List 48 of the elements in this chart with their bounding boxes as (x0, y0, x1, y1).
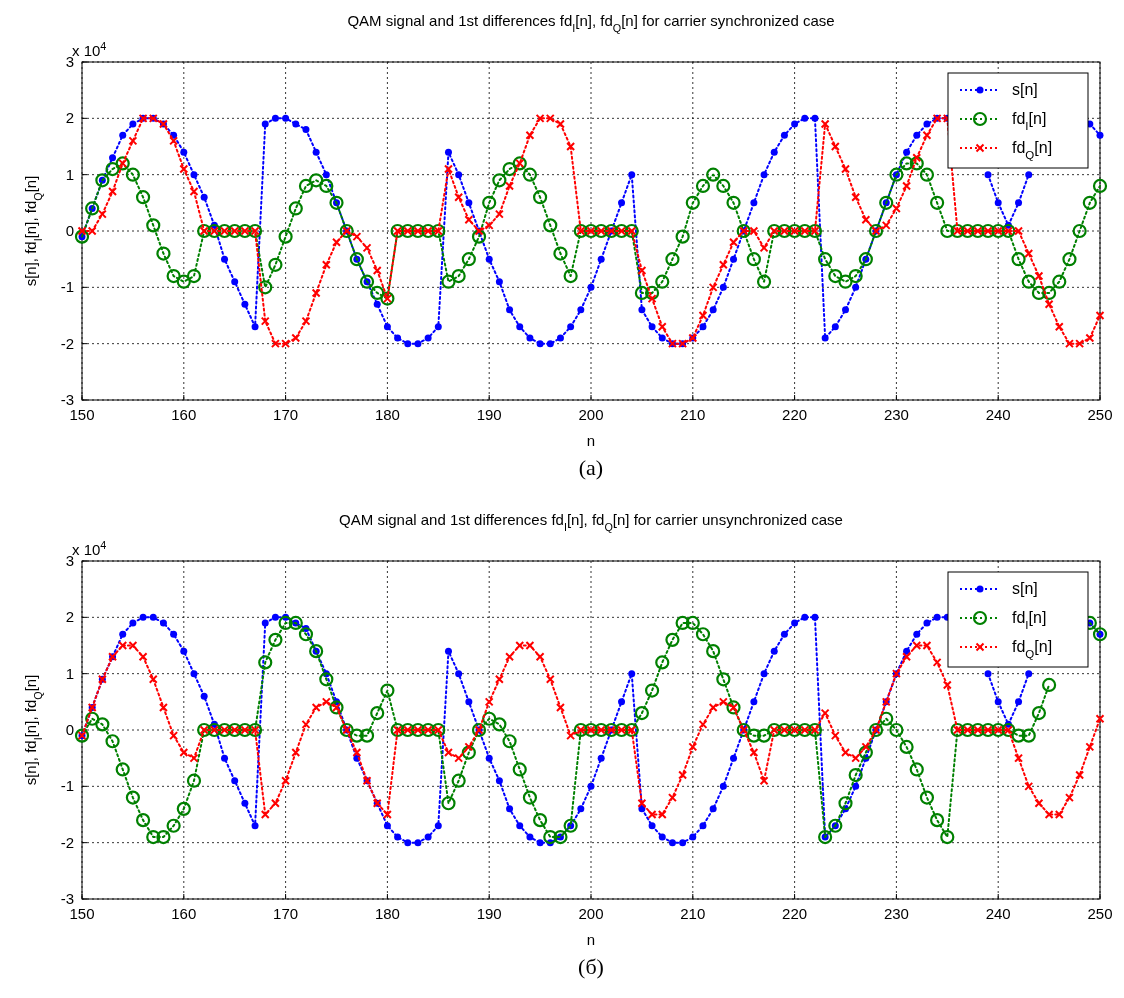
x-tick-label: 150 (69, 905, 95, 922)
x-tick-label: 160 (171, 406, 197, 423)
x-tick-label: 210 (680, 905, 706, 922)
y-tick-label: -3 (60, 391, 74, 408)
y-tick-label: 1 (65, 165, 74, 183)
x-tick-label: 170 (273, 406, 299, 423)
y-tick-label: -2 (60, 334, 74, 352)
x-tick-label: 250 (1087, 406, 1113, 423)
legend-label: fd$_{I}$[n] (1012, 110, 1047, 132)
x-tick-label: 180 (374, 905, 400, 922)
text: (a) (578, 455, 604, 480)
chart-title: QAM signal and 1st differences fd$_{I}$[n], fd$_{Q}$[n] for carrier synchronized case (347, 12, 835, 34)
legend-label: s[n] (1012, 81, 1038, 98)
text: (б) (578, 954, 604, 979)
x-tick-label: 250 (1087, 905, 1113, 922)
x-axis-title: n (586, 432, 596, 449)
x-tick-label: 210 (680, 406, 706, 423)
x-tick-label: 240 (985, 406, 1011, 423)
chart-title: QAM signal and 1st differences fd$_{I}$[n], fd$_{Q}$[n] for carrier unsynchronized case (339, 511, 843, 533)
y-tick-label: 1 (65, 664, 74, 682)
y-tick-label: -1 (60, 278, 74, 296)
legend-label: fd$_{Q}$[n] (1012, 638, 1053, 660)
legend-label: fd$_{I}$[n] (1012, 609, 1047, 631)
x-tick-label: 230 (883, 406, 909, 423)
x-tick-label: 180 (374, 406, 400, 423)
x-tick-label: 160 (171, 905, 197, 922)
text: x 10$^{4}$ (72, 40, 107, 59)
x-tick-label: 220 (782, 905, 808, 922)
y-tick-label: -2 (60, 833, 74, 851)
y-tick-label: 0 (65, 721, 74, 738)
y-tick-label: -1 (60, 777, 74, 795)
x-tick-label: 220 (782, 406, 808, 423)
x-tick-label: 190 (476, 406, 502, 423)
x-tick-label: 170 (273, 905, 299, 922)
y-tick-label: 0 (65, 222, 74, 239)
x-axis-title: n (586, 931, 596, 948)
legend-label: fd$_{Q}$[n] (1012, 139, 1053, 161)
text: x 10$^{4}$ (72, 539, 107, 558)
y-tick-label: 2 (65, 608, 74, 626)
y-tick-label: 2 (65, 109, 74, 127)
legend-label: s[n] (1012, 580, 1038, 597)
x-tick-label: 200 (578, 905, 604, 922)
x-tick-label: 240 (985, 905, 1011, 922)
x-tick-label: 190 (476, 905, 502, 922)
x-tick-label: 200 (578, 406, 604, 423)
x-tick-label: 230 (883, 905, 909, 922)
x-tick-label: 150 (69, 406, 95, 423)
y-tick-label: -3 (60, 890, 74, 907)
